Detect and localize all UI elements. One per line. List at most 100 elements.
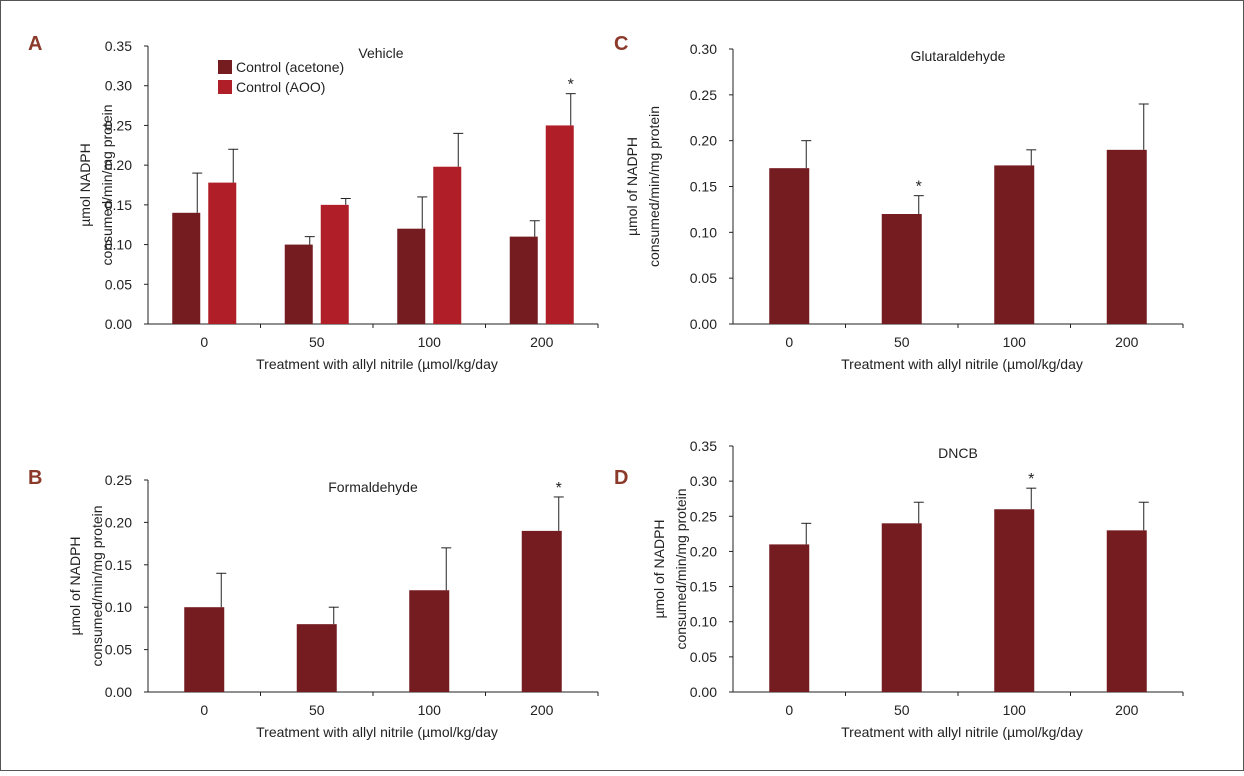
x-tick-label: 100 [418,702,442,718]
bar [184,607,225,692]
y-axis-title: consumed/min/mg protein [99,104,115,265]
x-tick-label: 200 [530,702,554,718]
x-tick-label: 100 [1003,702,1027,718]
x-tick-label: 50 [309,334,325,350]
bar [433,166,462,324]
chart-title: Formaldehyde [328,479,418,495]
chart-title: DNCB [938,445,978,461]
x-tick-label: 200 [1115,702,1139,718]
panel-letter: B [28,467,42,489]
x-axis-title: Treatment with allyl nitrile (µmol/kg/da… [256,356,498,372]
bar [296,624,337,692]
y-tick-label: 0.05 [690,649,717,665]
y-tick-label: 0.15 [105,557,132,573]
y-axis-title: consumed/min/mg protein [646,106,662,267]
y-tick-label: 0.25 [105,472,132,488]
y-tick-label: 0.05 [105,642,132,658]
y-axis-title: µmol of NADPH [67,536,83,635]
y-tick-label: 0.10 [690,224,717,240]
bar [172,212,201,324]
x-axis-title: Treatment with allyl nitrile (µmol/kg/da… [256,724,498,740]
y-axis-title: µmol of NADPH [651,519,667,618]
y-axis-title: µmol of NADPH [624,137,640,236]
bar [320,204,349,324]
bar [521,530,562,692]
panel-letter: D [614,467,628,489]
bar [769,544,810,692]
x-tick-label: 0 [785,702,793,718]
panel-c: C Glutaraldehyde 0.00 0.05 0.10 0.15 0.20 0.25 0… [614,33,1184,372]
bar [509,236,538,324]
y-tick-label: 0.15 [105,197,132,213]
bar [1106,149,1147,324]
bar [284,244,313,324]
panel-letter: A [28,33,42,55]
y-tick-label: 0.10 [105,599,132,615]
y-axis-title: consumed/min/mg protein [673,488,689,649]
bar [994,509,1035,692]
y-tick-label: 0.35 [690,438,717,454]
legend-swatch [218,80,232,94]
y-tick-label: 0.30 [105,78,132,94]
y-tick-label: 0.20 [105,514,132,530]
significance-marker: * [916,179,922,196]
significance-marker: * [568,77,574,94]
chart-title: Glutaraldehyde [911,48,1006,64]
y-tick-label: 0.00 [690,316,717,332]
x-axis-title: Treatment with allyl nitrile (µmol/kg/da… [841,356,1083,372]
x-tick-label: 50 [894,702,910,718]
x-tick-label: 200 [530,334,554,350]
x-tick-label: 100 [1003,334,1027,350]
x-tick-label: 0 [200,334,208,350]
x-tick-label: 0 [785,334,793,350]
x-tick-label: 0 [200,702,208,718]
x-tick-label: 50 [309,702,325,718]
y-axis-title: µmol NADPH [77,143,93,227]
y-tick-label: 0.20 [690,133,717,149]
y-tick-label: 0.00 [105,684,132,700]
x-tick-label: 200 [1115,334,1139,350]
y-tick-label: 0.15 [690,179,717,195]
bar [545,125,574,324]
bar [769,168,810,324]
y-tick-label: 0.35 [105,38,132,54]
y-tick-label: 0.20 [690,543,717,559]
y-tick-label: 0.00 [690,684,717,700]
y-tick-label: 0.00 [105,316,132,332]
y-tick-label: 0.10 [105,237,132,253]
legend: Control (acetone) Control (AOO) [218,59,344,95]
legend-label: Control (AOO) [236,79,325,95]
chart-title: Vehicle [358,45,403,61]
panel-b: B Formaldehyde 0.00 0.05 0.10 0.15 0.20 0.25 µmo… [28,467,599,740]
x-tick-label: 100 [418,334,442,350]
x-tick-label: 50 [894,334,910,350]
bar [409,590,450,692]
bar [881,214,922,324]
y-tick-label: 0.05 [690,270,717,286]
bar [881,523,922,692]
y-tick-label: 0.25 [105,117,132,133]
bar [994,165,1035,324]
significance-marker: * [556,480,562,497]
y-tick-label: 0.30 [690,41,717,57]
y-tick-label: 0.30 [690,473,717,489]
bar [1106,530,1147,692]
bar [208,182,237,324]
legend-label: Control (acetone) [236,59,344,75]
y-tick-label: 0.10 [690,614,717,630]
x-axis-title: Treatment with allyl nitrile (µmol/kg/da… [841,724,1083,740]
panel-letter: C [614,33,628,55]
legend-swatch [218,60,232,74]
panel-a: A Vehicle 0.00 0.05 0.10 0.15 0.20 0.25 0.30 0.35… [28,33,599,372]
bar [397,228,426,324]
significance-marker: * [1028,471,1034,488]
y-axis-title: consumed/min/mg protein [89,505,105,666]
y-tick-label: 0.05 [105,276,132,292]
panel-d: D DNCB 0.00 0.05 0.10 0.15 0.20 0.25 0.30 0.35 µmo… [614,438,1184,740]
y-tick-label: 0.25 [690,508,717,524]
y-tick-label: 0.20 [105,157,132,173]
y-tick-label: 0.25 [690,87,717,103]
y-tick-label: 0.15 [690,579,717,595]
